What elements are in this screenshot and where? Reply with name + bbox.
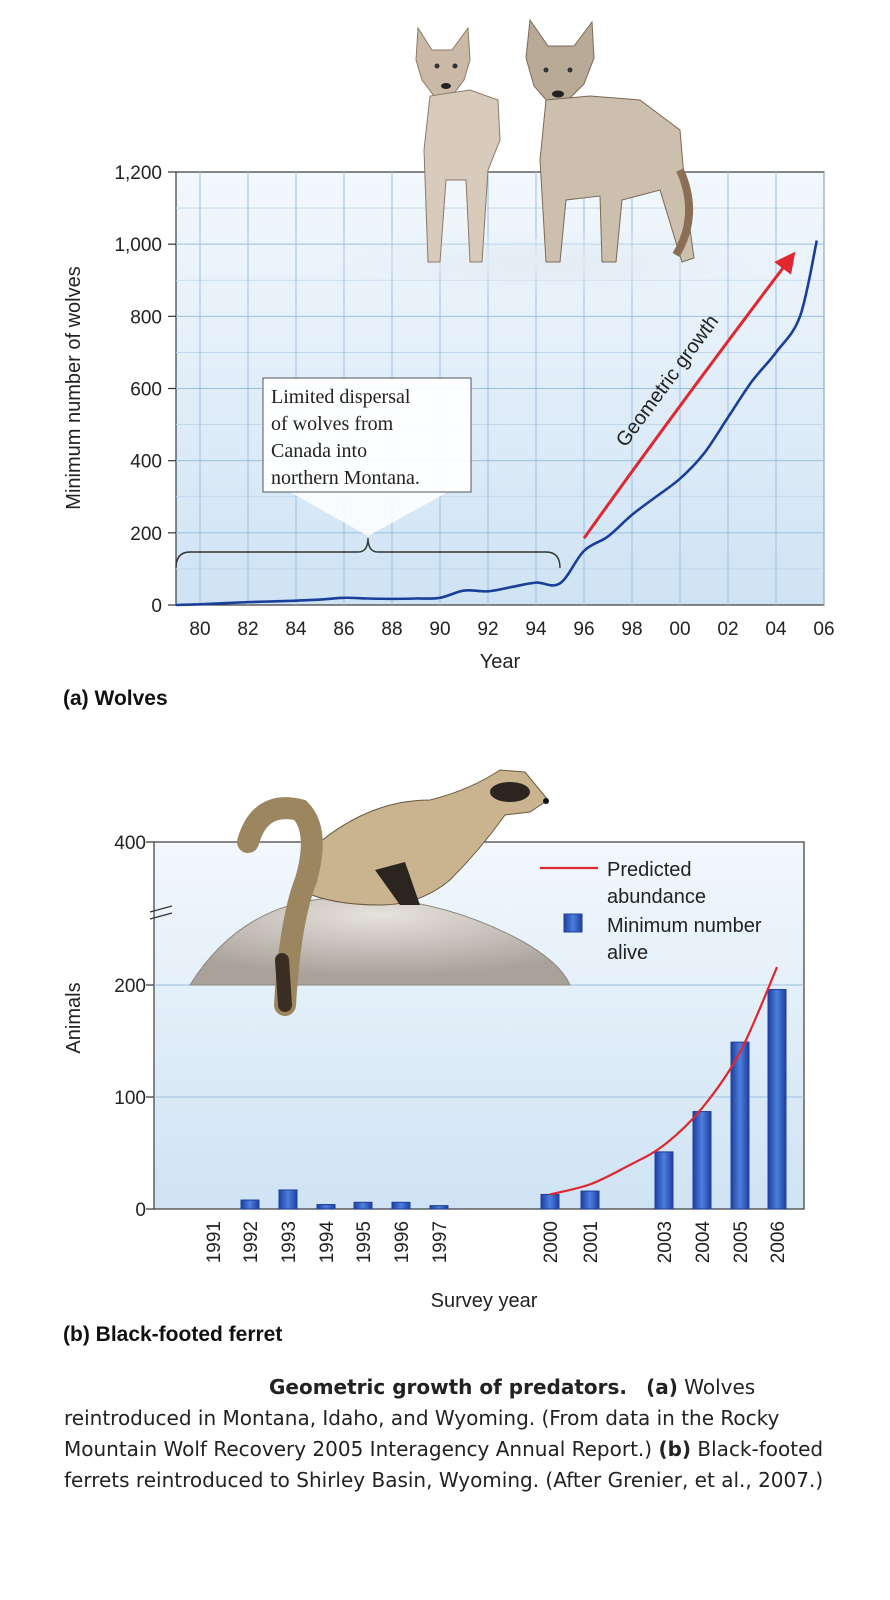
ferret-y-tick-label: 200 xyxy=(114,976,146,997)
ferret-y-tick-label: 400 xyxy=(114,833,146,854)
annotation-line-2: of wolves from xyxy=(271,413,394,435)
legend-predicted-line-1: Predicted xyxy=(607,859,692,881)
wolves-y-tick-label: 200 xyxy=(130,524,162,545)
legend-bar-swatch xyxy=(563,913,583,933)
caption-a-label: (a) xyxy=(646,1375,678,1399)
ferret-x-tick-label: 2003 xyxy=(655,1221,676,1263)
wolves-y-tick-label: 800 xyxy=(130,307,162,328)
annotation-line-3: Canada into xyxy=(271,440,367,462)
wolves-x-tick-label: 88 xyxy=(381,619,402,640)
wolves-x-tick-label: 96 xyxy=(573,619,594,640)
ferret-bar xyxy=(580,1190,600,1210)
ferret-bar xyxy=(540,1193,560,1210)
predicted-abundance-line xyxy=(549,966,779,1196)
ferret-x-tick-label: 2000 xyxy=(541,1221,562,1263)
wolves-panel-label: (a) Wolves xyxy=(63,687,168,710)
wolves-x-ticks: 80 82 84 86 88 90 92 94 96 98 00 02 04 06 xyxy=(189,619,834,640)
wolves-y-axis-label: Minimum number of wolves xyxy=(63,266,85,509)
ferret-bars xyxy=(240,988,787,1210)
caption-b-label: (b) xyxy=(658,1437,692,1461)
ferret-bar xyxy=(767,988,787,1210)
ferret-bar xyxy=(278,1189,298,1210)
ferret-y-ticks: 0 100 200 400 xyxy=(114,833,154,1221)
wolves-y-tick-label: 1,200 xyxy=(114,163,162,184)
annotation-line-4: northern Montana. xyxy=(271,467,420,489)
ferret-bar xyxy=(391,1201,411,1210)
y-axis-break xyxy=(149,905,173,920)
ferret-bar xyxy=(316,1204,336,1210)
ferret-x-axis-label: Survey year xyxy=(431,1290,538,1312)
ferret-x-ticks: 1991 1992 1993 1994 1995 1996 1997 2000 2001 2003… xyxy=(204,1221,789,1264)
wolves-y-tick-label: 1,000 xyxy=(114,235,162,256)
ferret-y-axis-label: Animals xyxy=(63,982,85,1053)
ferret-panel-label: (b) Black-footed ferret xyxy=(63,1323,282,1346)
wolves-x-tick-label: 80 xyxy=(189,619,210,640)
ferret-x-tick-label: 1997 xyxy=(430,1221,451,1263)
ferret-legend: Predicted abundance Minimum number alive xyxy=(540,859,762,964)
wolves-x-tick-label: 86 xyxy=(333,619,354,640)
wolves-series-line xyxy=(175,240,819,607)
wolves-y-tick-label: 600 xyxy=(130,380,162,401)
wolves-x-tick-label: 98 xyxy=(621,619,642,640)
wolves-x-tick-label: 06 xyxy=(813,619,834,640)
wolves-x-tick-label: 92 xyxy=(477,619,498,640)
ferret-x-tick-label: 1991 xyxy=(204,1221,225,1263)
wolves-x-axis-label: Year xyxy=(480,651,521,673)
wolves-x-tick-label: 00 xyxy=(669,619,690,640)
dispersal-brace xyxy=(175,537,561,569)
ferret-bar xyxy=(730,1041,750,1210)
ferret-bar xyxy=(692,1111,712,1210)
ferret-bar xyxy=(240,1199,260,1210)
annotation-box xyxy=(262,377,472,493)
ferret-x-tick-label: 2006 xyxy=(768,1221,789,1263)
wolves-y-tick-label: 0 xyxy=(151,596,162,617)
ferret-x-tick-label: 1993 xyxy=(279,1221,300,1263)
wolves-y-tick-label: 400 xyxy=(130,452,162,473)
ferret-x-tick-label: 1992 xyxy=(241,1221,262,1263)
wolves-x-tick-label: 02 xyxy=(717,619,738,640)
callout-pointer xyxy=(290,492,448,536)
wolves-x-tick-label: 90 xyxy=(429,619,450,640)
geometric-growth-arrow xyxy=(582,251,796,540)
ferret-x-tick-label: 2005 xyxy=(731,1221,752,1263)
ferret-x-tick-label: 1995 xyxy=(354,1221,375,1263)
ferret-x-tick-label: 2001 xyxy=(581,1221,602,1263)
legend-predicted-line-2: abundance xyxy=(607,886,706,908)
legend-minimum-line-2: alive xyxy=(607,942,648,964)
legend-minimum-line-1: Minimum number xyxy=(607,915,762,937)
dispersal-annotation: Limited dispersal of wolves from Canada … xyxy=(175,377,561,569)
caption-b-text: Black-footed ferrets reintroduced to Shi… xyxy=(64,1437,824,1492)
ferret-x-tick-label: 1996 xyxy=(392,1221,413,1263)
ferret-y-tick-label: 0 xyxy=(135,1200,146,1221)
wolves-x-tick-label: 94 xyxy=(525,619,547,640)
wolves-x-tick-label: 82 xyxy=(237,619,258,640)
ferret-illustration xyxy=(189,769,571,1016)
ferret-bar xyxy=(429,1205,449,1210)
wolves-y-ticks: 0 200 400 600 800 1,000 1,200 xyxy=(114,163,176,617)
wolves-x-tick-label: 04 xyxy=(765,619,787,640)
caption-a-text: Wolves reintroduced in Montana, Idaho, a… xyxy=(64,1375,780,1461)
wolf-right-figure xyxy=(525,18,695,263)
wolves-x-tick-label: 84 xyxy=(285,619,307,640)
ferret-chart: 0 100 200 400 1991 1992 1993 1994 1995 1996 1997 2… xyxy=(63,769,805,1346)
caption-title: Geometric growth of predators. xyxy=(269,1375,628,1399)
figure-caption: Geometric growth of predators. (a) Wolve… xyxy=(64,1372,844,1496)
wolves-illustration xyxy=(310,18,780,294)
annotation-line-1: Limited dispersal xyxy=(271,386,411,408)
wolf-left-figure xyxy=(415,26,501,263)
ferret-bar xyxy=(654,1151,674,1210)
ferret-bar xyxy=(353,1201,373,1210)
ferret-x-tick-label: 1994 xyxy=(317,1221,338,1264)
ferret-x-tick-label: 2004 xyxy=(693,1221,714,1264)
ferret-y-tick-label: 100 xyxy=(114,1088,146,1109)
